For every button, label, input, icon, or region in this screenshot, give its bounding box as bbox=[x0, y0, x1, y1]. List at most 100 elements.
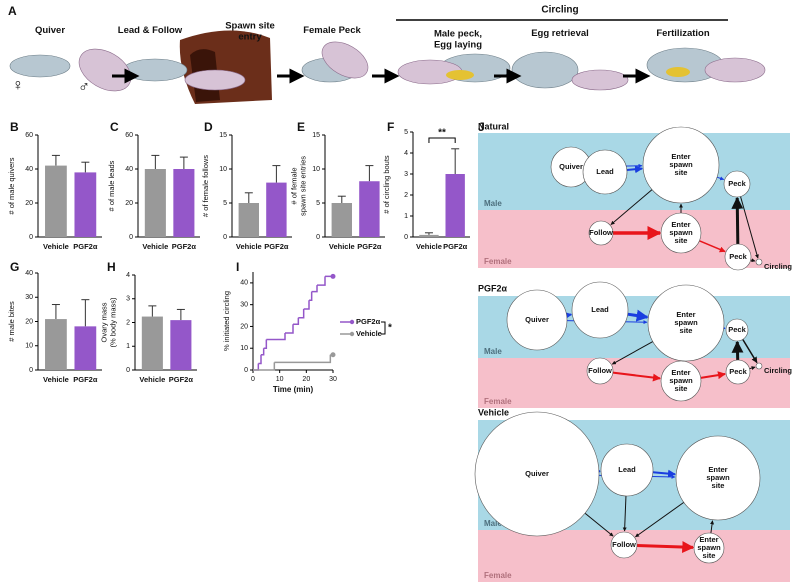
bar bbox=[331, 203, 352, 237]
node-label: Enter spawn site bbox=[669, 152, 693, 177]
transition-arrow bbox=[750, 258, 756, 263]
y-axis-label-line: # male bites bbox=[7, 301, 16, 342]
stage-label: Egg retrieval bbox=[531, 28, 589, 39]
y-axis-label-line: Ovary mass bbox=[99, 302, 108, 342]
node-label: Peck bbox=[729, 252, 747, 261]
bar bbox=[170, 320, 192, 370]
node-label-line: spawn bbox=[669, 160, 693, 169]
x-tick-label: 0 bbox=[251, 376, 255, 383]
transition-arrow bbox=[626, 165, 643, 174]
end-marker bbox=[330, 352, 336, 358]
step-segment bbox=[298, 309, 305, 319]
significance-bracket bbox=[428, 137, 456, 143]
transition-arrow bbox=[700, 371, 726, 380]
y-tick-label: 5 bbox=[316, 200, 320, 207]
panel-letter: I bbox=[236, 260, 239, 274]
node-label: Peck bbox=[728, 179, 746, 188]
y-tick-label: 0 bbox=[244, 367, 248, 374]
node-label: Quiver bbox=[525, 469, 549, 478]
behavior-node bbox=[725, 318, 749, 342]
legend-marker bbox=[349, 319, 355, 325]
behavior-node bbox=[600, 443, 654, 497]
behavior-node bbox=[693, 532, 725, 564]
behavior-node bbox=[723, 170, 751, 198]
stage-label: Female Peck bbox=[303, 25, 361, 36]
transition-arrow bbox=[584, 512, 614, 537]
bar bbox=[238, 203, 259, 237]
y-axis-label-line: % initiated circling bbox=[222, 291, 231, 351]
transition-arrow bbox=[652, 469, 676, 478]
behavior-node bbox=[588, 220, 614, 246]
y-tick-label: 10 bbox=[25, 343, 33, 350]
step-segment bbox=[303, 300, 310, 310]
panel-letter: F bbox=[387, 120, 394, 134]
y-axis-label: # of male quivers bbox=[7, 157, 16, 214]
node-label-line: Enter bbox=[671, 220, 690, 229]
y-axis-label: Ovary mass(% body mass) bbox=[99, 297, 117, 348]
transition-arrow bbox=[742, 338, 758, 364]
x-tick-label: PGF2α bbox=[172, 242, 197, 251]
panel-letter: C bbox=[110, 120, 119, 134]
female-label: Female bbox=[484, 571, 512, 580]
network-title: PGF2α bbox=[478, 283, 508, 293]
node-label: Follow bbox=[588, 366, 612, 375]
y-tick-label: 15 bbox=[312, 132, 320, 139]
transition-arrow bbox=[716, 176, 725, 181]
node-label: Circling bbox=[764, 262, 792, 271]
y-tick-label: 0 bbox=[29, 367, 33, 374]
behavior-node bbox=[660, 360, 702, 402]
stage-label: Male peck, Egg laying bbox=[434, 28, 482, 50]
y-axis-label: # of male leads bbox=[107, 160, 116, 211]
panel-letter: H bbox=[107, 260, 116, 274]
bar bbox=[45, 319, 67, 370]
stage-label-line: Egg laying bbox=[434, 39, 482, 50]
y-tick-label: 20 bbox=[240, 323, 248, 330]
behavior-node bbox=[586, 357, 614, 385]
node-label: Circling bbox=[764, 366, 792, 375]
node-label: Quiver bbox=[559, 162, 583, 171]
node-label-line: Enter bbox=[671, 368, 690, 377]
y-axis-label: # of femalespawn site entries bbox=[289, 156, 307, 216]
stage-label-line: Spawn site bbox=[225, 20, 275, 31]
network-title: Vehicle bbox=[478, 407, 509, 417]
x-tick-label: Vehicle bbox=[43, 242, 69, 251]
bar bbox=[173, 169, 195, 237]
y-axis-label-line: # of male quivers bbox=[7, 157, 16, 214]
y-tick-label: 10 bbox=[312, 166, 320, 173]
panel-a-art bbox=[9, 19, 766, 104]
bar bbox=[419, 234, 439, 237]
y-axis-label-line: (% body mass) bbox=[108, 297, 117, 348]
behavior-node bbox=[647, 284, 725, 362]
significance-label: * bbox=[388, 323, 392, 334]
legend-label: PGF2α bbox=[356, 317, 381, 326]
transition-arrow bbox=[740, 196, 759, 259]
node-label-line: site bbox=[675, 168, 688, 177]
node-label: Enter spawn site bbox=[674, 310, 698, 335]
node-label-line: Follow bbox=[588, 366, 612, 375]
bar bbox=[266, 182, 287, 237]
y-tick-label: 40 bbox=[25, 166, 33, 173]
transition-arrow bbox=[627, 309, 649, 322]
y-tick-label: 40 bbox=[240, 280, 248, 287]
x-tick-label: PGF2α bbox=[357, 242, 382, 251]
node-label-line: site bbox=[675, 236, 688, 245]
y-tick-label: 30 bbox=[240, 302, 248, 309]
male-symbol: ♂ bbox=[78, 79, 90, 96]
female-label: Female bbox=[484, 397, 512, 406]
node-label-line: Enter bbox=[699, 535, 718, 544]
step-segment bbox=[274, 354, 332, 364]
y-tick-label: 40 bbox=[25, 270, 33, 277]
stage-label: Spawn site entry bbox=[225, 20, 275, 42]
y-axis-label: # of circling bouts bbox=[382, 155, 391, 214]
transition-arrow bbox=[635, 501, 685, 538]
transition-arrow bbox=[610, 189, 653, 225]
node-label: Peck bbox=[728, 325, 746, 334]
node-label-line: spawn bbox=[697, 543, 721, 552]
stage-label-line: Female Peck bbox=[303, 25, 361, 36]
y-tick-label: 5 bbox=[223, 200, 227, 207]
x-axis-label: Time (min) bbox=[273, 385, 314, 394]
step-segment bbox=[311, 285, 318, 293]
x-tick-label: PGF2α bbox=[169, 375, 194, 384]
y-tick-label: 60 bbox=[25, 132, 33, 139]
node-label: Lead bbox=[596, 167, 614, 176]
